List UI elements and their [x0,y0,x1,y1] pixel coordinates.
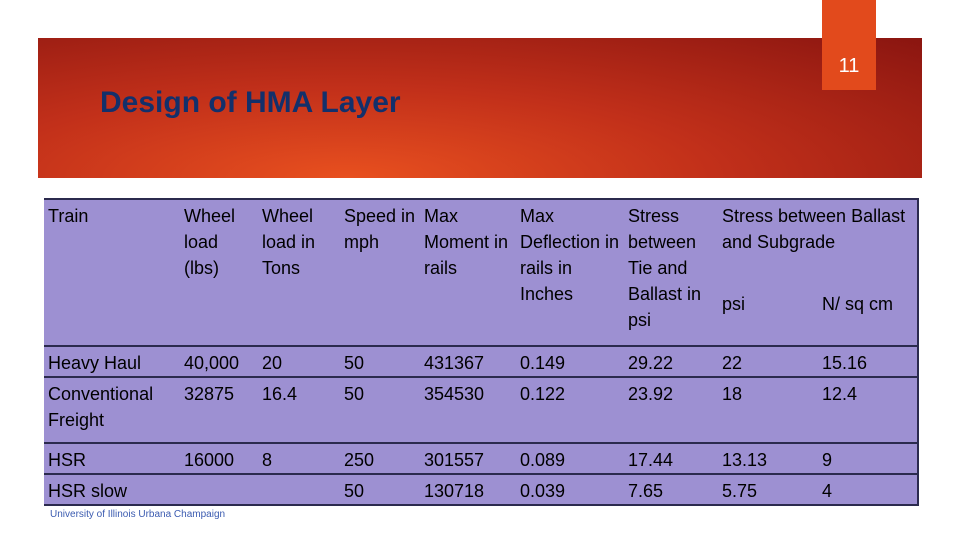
table-cell: 17.44 [624,442,718,475]
header-cell: Max Deflection in rails in Inches [516,198,624,347]
table-cell: 0.089 [516,442,624,475]
table-cell: 0.039 [516,473,624,506]
table-cell: 250 [340,442,420,475]
footer: University of Illinois Urbana Champaign [50,509,226,520]
table-cell: 130718 [420,473,516,506]
subheader-row: psi N/ sq cm [44,291,920,347]
table-cell: Conventional Freight [44,376,180,444]
page-number: 11 [822,0,876,90]
table-cell: 18 [718,376,818,444]
table-cell: 40,000 [180,345,258,378]
table-cell: 20 [258,345,340,378]
header-cell: Stress between Ballast and Subgrade [718,198,920,291]
header-cell: Wheel load (lbs) [180,198,258,347]
table-cell: 32875 [180,376,258,444]
table-cell: 0.122 [516,376,624,444]
body-row: Conventional Freight 32875 16.4 50 354530 0.1… [44,376,920,444]
body-row: HSR 16000 8 250 301557 0.089 17.44 13.13 9 [44,442,920,475]
table-cell: 23.92 [624,376,718,444]
table-cell [258,473,340,506]
header-cell: Wheel load in Tons [258,198,340,347]
table-cell: 431367 [420,345,516,378]
table-cell: Heavy Haul [44,345,180,378]
table-cell: 0.149 [516,345,624,378]
body-row: HSR slow 50 130718 0.039 7.65 5.75 4 [44,473,920,506]
header-cell: Train [44,198,180,347]
subheader-cell: psi [718,291,818,347]
header-cell: Max Moment in rails [420,198,516,347]
table-cell: 301557 [420,442,516,475]
table-cell: 50 [340,376,420,444]
body-row: Heavy Haul 40,000 20 50 431367 0.149 29.22 22 15… [44,345,920,378]
data-table: Train Wheel load (lbs) Wheel load in Tons S… [44,198,920,506]
table-cell: 29.22 [624,345,718,378]
header-cell: Stress between Tie and Ballast in psi [624,198,718,347]
table-cell: 50 [340,473,420,506]
table-cell: 16000 [180,442,258,475]
table-cell: 354530 [420,376,516,444]
subheader-cell: N/ sq cm [818,291,920,347]
table-cell: 15.16 [818,345,920,378]
table-cell [180,473,258,506]
header-band [38,38,922,178]
table-cell: HSR slow [44,473,180,506]
table-cell: 8 [258,442,340,475]
table-cell: 50 [340,345,420,378]
table-cell: 13.13 [718,442,818,475]
slide-title: Design of HMA Layer [100,86,401,119]
header-cell: Speed in mph [340,198,420,347]
table-cell: 12.4 [818,376,920,444]
table-cell: 22 [718,345,818,378]
table-cell: 7.65 [624,473,718,506]
table-cell: 16.4 [258,376,340,444]
table-cell: HSR [44,442,180,475]
table-cell: 9 [818,442,920,475]
header-row: Train Wheel load (lbs) Wheel load in Tons S… [44,198,920,347]
table-cell: 4 [818,473,920,506]
table-cell: 5.75 [718,473,818,506]
